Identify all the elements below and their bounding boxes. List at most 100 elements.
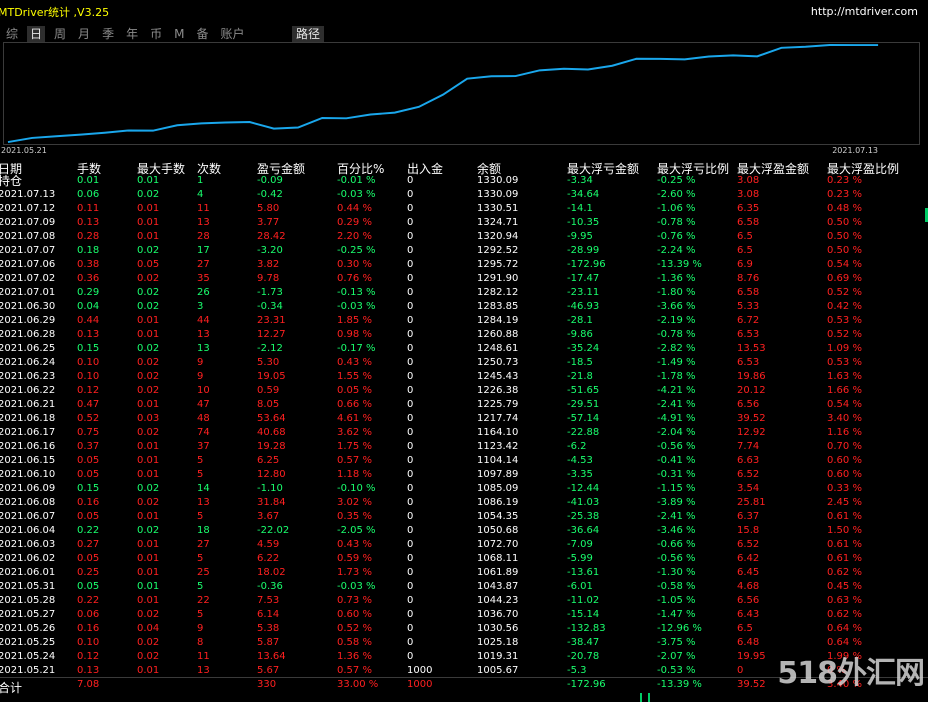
column-header[interactable]: 余额: [477, 162, 502, 176]
table-cell: -0.34: [257, 301, 283, 312]
website-link[interactable]: http://mtdriver.com: [810, 5, 918, 18]
column-header[interactable]: 次数: [197, 162, 222, 176]
table-cell: 8.05: [257, 399, 280, 410]
table-row[interactable]: 2021.07.12 0.11 0.01 11 5.80 0.44 % 0 1330.51 -1…: [0, 202, 928, 216]
table-cell: 6.45: [737, 567, 760, 578]
column-header[interactable]: 百分比%: [337, 162, 385, 176]
table-row[interactable]: 2021.06.24 0.10 0.02 9 5.30 0.43 % 0 1250.73 -18…: [0, 356, 928, 370]
table-cell: -18.5: [567, 357, 593, 368]
table-cell: 0.61 %: [827, 553, 862, 564]
tab-6[interactable]: 币: [150, 27, 163, 41]
tab-8[interactable]: 备: [196, 27, 209, 41]
table-row[interactable]: 2021.05.31 0.05 0.01 5 -0.36 -0.03 % 0 1043.87 -…: [0, 580, 928, 594]
column-header[interactable]: 最大浮盈比例: [827, 162, 900, 176]
scroll-marker[interactable]: [925, 208, 928, 222]
table-row[interactable]: 2021.06.29 0.44 0.01 44 23.31 1.85 % 0 1284.19 -…: [0, 314, 928, 328]
table-row[interactable]: 2021.06.18 0.52 0.03 48 53.64 4.61 % 0 1217.74 -…: [0, 412, 928, 426]
column-header[interactable]: 盈亏金额: [257, 162, 306, 176]
table-cell: 3.08: [737, 189, 760, 200]
total-cell: 3.40 %: [827, 679, 862, 690]
table-row[interactable]: 2021.06.10 0.05 0.01 5 12.80 1.18 % 0 1097.89 -3…: [0, 468, 928, 482]
table-row[interactable]: 2021.05.28 0.22 0.01 22 7.53 0.73 % 0 1044.23 -1…: [0, 594, 928, 608]
table-cell: 0.05: [77, 581, 100, 592]
table-cell: -1.10: [257, 483, 283, 494]
table-cell: 2021.06.16: [0, 441, 56, 452]
table-row[interactable]: 2021.05.25 0.10 0.02 8 5.87 0.58 % 0 1025.18 -38…: [0, 636, 928, 650]
table-cell: 0.01: [137, 539, 160, 550]
table-row[interactable]: 2021.06.15 0.05 0.01 5 6.25 0.57 % 0 1104.14 -4.…: [0, 454, 928, 468]
table-cell: -28.99: [567, 245, 600, 256]
table-cell: 0.01: [137, 399, 160, 410]
column-header[interactable]: 最大浮亏金额: [567, 162, 640, 176]
balance-chart-svg: [7, 43, 879, 144]
column-header[interactable]: 手数: [77, 162, 102, 176]
table-cell: 2021.05.27: [0, 609, 56, 620]
table-cell: 0.02: [137, 287, 160, 298]
table-cell: 0.05 %: [337, 385, 372, 396]
table-row[interactable]: 2021.06.21 0.47 0.01 47 8.05 0.66 % 0 1225.79 -2…: [0, 398, 928, 412]
tab-2[interactable]: 周: [54, 27, 67, 41]
table-row[interactable]: 2021.06.02 0.05 0.01 5 6.22 0.59 % 0 1068.11 -5.…: [0, 552, 928, 566]
table-cell: 0.15: [77, 343, 100, 354]
table-cell: -12.44: [567, 483, 600, 494]
table-row[interactable]: 2021.06.07 0.05 0.01 5 3.67 0.35 % 0 1054.35 -25…: [0, 510, 928, 524]
table-row[interactable]: 2021.07.02 0.36 0.02 35 9.78 0.76 % 0 1291.90 -1…: [0, 272, 928, 286]
table-row[interactable]: 2021.06.25 0.15 0.02 13 -2.12 -0.17 % 0 1248.61…: [0, 342, 928, 356]
table-row[interactable]: 2021.06.03 0.27 0.01 27 4.59 0.43 % 0 1072.70 -7…: [0, 538, 928, 552]
tab-7[interactable]: M: [174, 27, 185, 41]
table-row[interactable]: 2021.05.26 0.16 0.04 9 5.38 0.52 % 0 1030.56 -13…: [0, 622, 928, 636]
tab-3[interactable]: 月: [78, 27, 91, 41]
table-row[interactable]: 2021.06.01 0.25 0.01 25 18.02 1.73 % 0 1061.89 -…: [0, 566, 928, 580]
table-row[interactable]: 2021.05.24 0.12 0.02 11 13.64 1.36 % 0 1019.31 -…: [0, 650, 928, 664]
table-cell: -11.02: [567, 595, 600, 606]
table-cell: -10.35: [567, 217, 600, 228]
table-cell: 0: [407, 343, 414, 354]
table-row[interactable]: 2021.06.09 0.15 0.02 14 -1.10 -0.10 % 0 1085.09…: [0, 482, 928, 496]
table-row[interactable]: 2021.07.09 0.13 0.01 13 3.77 0.29 % 0 1324.71 -1…: [0, 216, 928, 230]
table-row[interactable]: 2021.07.07 0.18 0.02 17 -3.20 -0.25 % 0 1292.52…: [0, 244, 928, 258]
table-row[interactable]: 2021.06.28 0.13 0.01 13 12.27 0.98 % 0 1260.88 -…: [0, 328, 928, 342]
tab-9[interactable]: 账户: [220, 27, 245, 41]
table-cell: 0.02: [137, 245, 160, 256]
table-row[interactable]: 2021.06.22 0.12 0.02 10 0.59 0.05 % 0 1226.38 -5…: [0, 384, 928, 398]
table-row[interactable]: 2021.06.23 0.10 0.02 9 19.05 1.55 % 0 1245.43 -2…: [0, 370, 928, 384]
table-row[interactable]: 2021.06.08 0.16 0.02 13 31.84 3.02 % 0 1086.19 -…: [0, 496, 928, 510]
tab-1[interactable]: 日: [27, 26, 46, 42]
total-cell: 33.00 %: [337, 679, 379, 690]
column-header[interactable]: 日期: [0, 162, 23, 176]
table-cell: 0: [407, 245, 414, 256]
tab-4[interactable]: 季: [102, 27, 115, 41]
table-cell: 1019.31: [477, 651, 519, 662]
table-row[interactable]: 持仓 0.01 0.01 1 -0.09 -0.01 % 0 1330.09 -3.34 -0.2…: [0, 174, 928, 188]
table-cell: -35.24: [567, 343, 600, 354]
table-row[interactable]: 2021.06.30 0.04 0.02 3 -0.34 -0.03 % 0 1283.85 -…: [0, 300, 928, 314]
table-cell: 2021.06.02: [0, 553, 56, 564]
table-row[interactable]: 2021.06.16 0.37 0.01 37 19.28 1.75 % 0 1123.42 -…: [0, 440, 928, 454]
column-header[interactable]: 最大手数: [137, 162, 186, 176]
table-cell: -0.78 %: [657, 329, 696, 340]
tab-route[interactable]: 路径: [292, 26, 325, 42]
table-row[interactable]: 2021.06.17 0.75 0.02 74 40.68 3.62 % 0 1164.10 -…: [0, 426, 928, 440]
table-row[interactable]: 2021.07.06 0.38 0.05 27 3.82 0.30 % 0 1295.72 -1…: [0, 258, 928, 272]
table-cell: -14.1: [567, 203, 593, 214]
table-cell: 0.28: [77, 231, 100, 242]
table-cell: 0: [407, 287, 414, 298]
table-row[interactable]: 2021.07.01 0.29 0.02 26 -1.73 -0.13 % 0 1282.12…: [0, 286, 928, 300]
table-cell: 1292.52: [477, 245, 519, 256]
column-header[interactable]: 出入金: [407, 162, 444, 176]
table-cell: 0.02: [137, 385, 160, 396]
table-row[interactable]: 2021.05.21 0.13 0.01 13 5.67 0.57 % 1000 1005.6…: [0, 664, 928, 678]
column-header[interactable]: 最大浮盈金额: [737, 162, 810, 176]
table-row[interactable]: 2021.07.08 0.28 0.01 28 28.42 2.20 % 0 1320.94 -…: [0, 230, 928, 244]
table-cell: -0.25 %: [337, 245, 376, 256]
column-header[interactable]: 最大浮亏比例: [657, 162, 730, 176]
tab-5[interactable]: 年: [126, 27, 139, 41]
marker: [640, 693, 642, 702]
table-row[interactable]: 2021.05.27 0.06 0.02 5 6.14 0.60 % 0 1036.70 -15…: [0, 608, 928, 622]
tab-0[interactable]: 综: [6, 27, 19, 41]
table-row[interactable]: 2021.06.04 0.22 0.02 18 -22.02 -2.05 % 0 1050.6…: [0, 524, 928, 538]
table-row[interactable]: 2021.07.13 0.06 0.02 4 -0.42 -0.03 % 0 1330.09 -…: [0, 188, 928, 202]
table-cell: 6.5: [737, 245, 753, 256]
table-cell: 0: [407, 371, 414, 382]
table-cell: -3.89 %: [657, 497, 696, 508]
